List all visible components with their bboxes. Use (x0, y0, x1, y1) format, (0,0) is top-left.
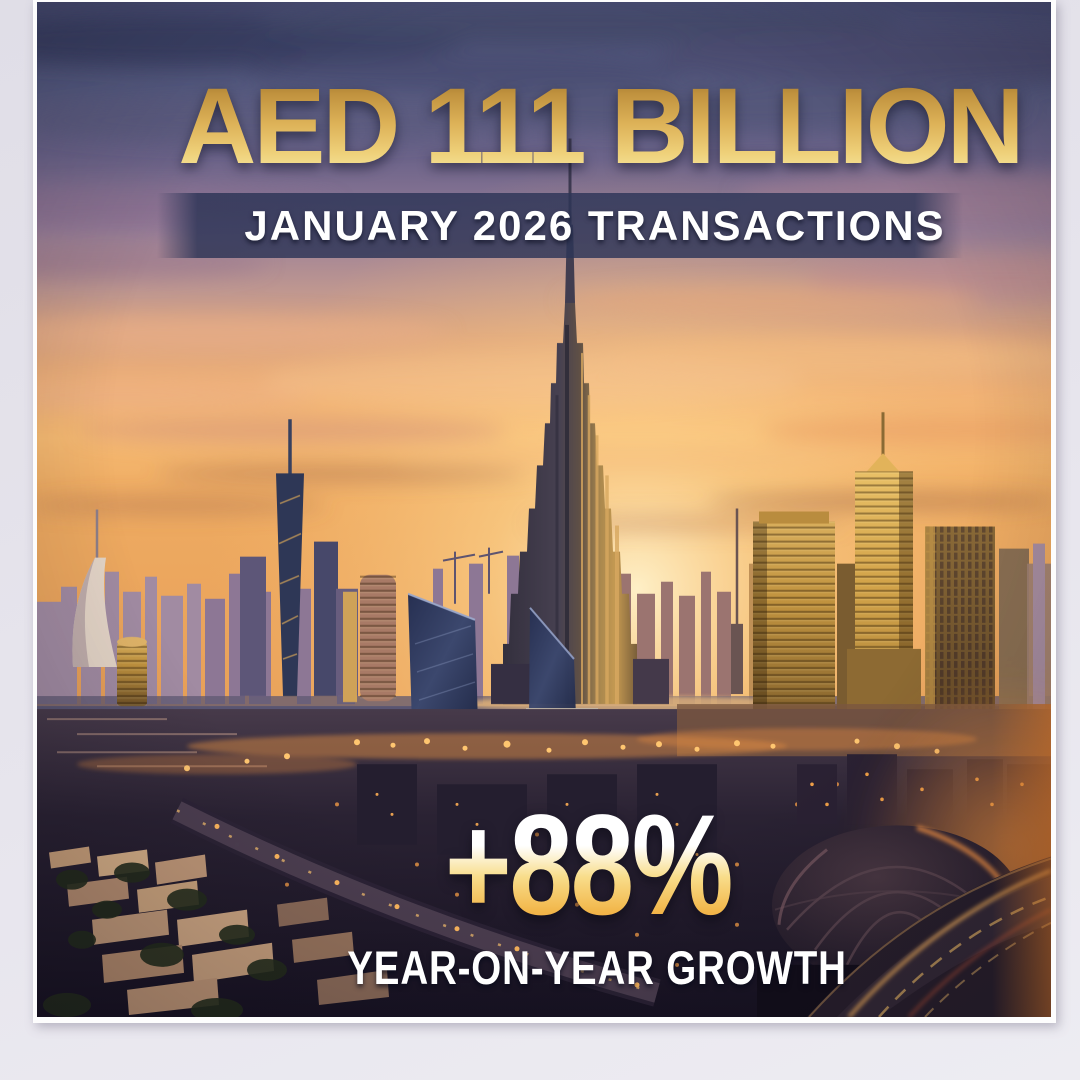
headline: AED 111 BILLION (178, 65, 1024, 186)
photo-frame: AED 111 BILLION JANUARY 2026 TRANSACTION… (33, 0, 1056, 1023)
vignette (37, 2, 1051, 1017)
growth-stat: +88% (444, 786, 734, 945)
dubai-skyline-photo: AED 111 BILLION JANUARY 2026 TRANSACTION… (37, 2, 1051, 1017)
subheadline: JANUARY 2026 TRANSACTIONS (244, 201, 946, 249)
subheadline-band (157, 193, 963, 258)
growth-caption: YEAR-ON-YEAR GROWTH (347, 941, 847, 994)
